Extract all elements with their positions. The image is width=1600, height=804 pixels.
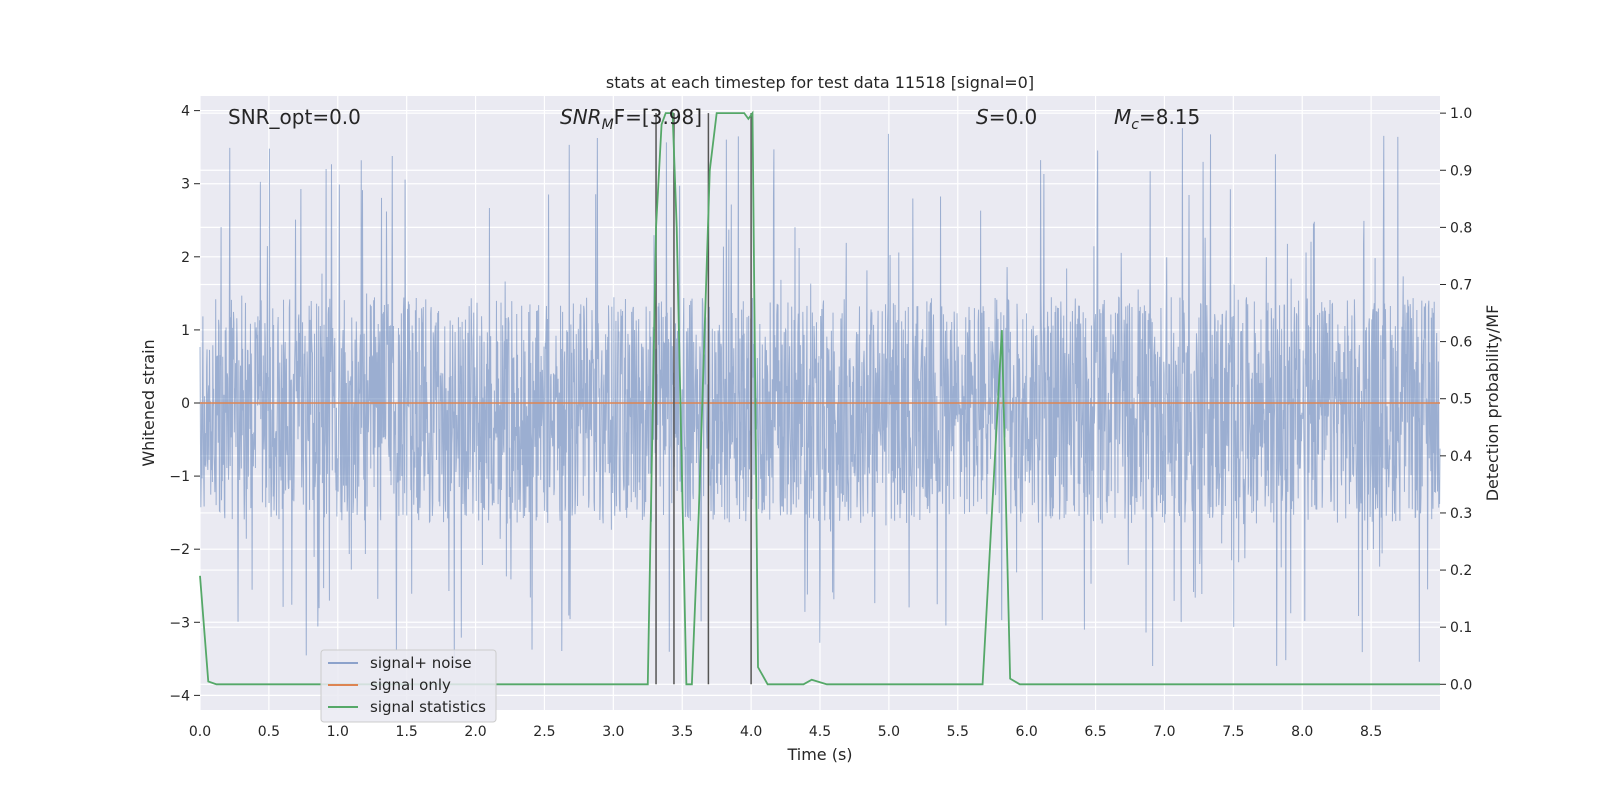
legend-label-signal-noise: signal+ noise (370, 654, 472, 672)
x-tick-label: 7.5 (1222, 724, 1244, 740)
annotation-s: S=0.0 (976, 105, 1037, 129)
y-tick-label-right: 0.7 (1450, 277, 1472, 293)
annotation-s-rest: =0.0 (989, 105, 1038, 129)
x-tick-label: 1.5 (396, 724, 418, 740)
series-line-signal-noise (199, 128, 1441, 667)
legend-label-signal-only: signal only (370, 676, 451, 694)
y-tick-label-right: 0.0 (1450, 677, 1472, 693)
y-tick-label-right: 0.4 (1450, 449, 1472, 465)
annotation-snr-mf: SNRMF=[3.98] (560, 105, 702, 133)
y-tick-label-right: 1.0 (1450, 106, 1472, 122)
x-tick-label: 6.5 (1084, 724, 1106, 740)
y-tick-label-left: −2 (169, 542, 190, 558)
annotation-snr-mf-label: SNR (560, 105, 602, 129)
chart-title: stats at each timestep for test data 115… (606, 73, 1034, 92)
x-axis-label: Time (s) (786, 745, 852, 764)
y-axis-left-label: Whitened strain (139, 339, 158, 466)
y-tick-label-left: 2 (181, 250, 190, 266)
y-axis-left-ticks: −4 −3 −2 −1 0 1 2 3 4 (169, 104, 200, 704)
annotation-mc-sub: c (1131, 117, 1139, 133)
series-line-signal-statistics (199, 110, 1440, 686)
y-tick-label-left: −3 (169, 615, 190, 631)
x-axis-ticks: 0.0 0.5 1.0 1.5 2.0 2.5 3.0 3.5 4.0 4.5 5.0 5.5 6.0 6… (189, 724, 1382, 740)
x-tick-label: 2.0 (464, 724, 486, 740)
y-tick-label-right: 0.9 (1450, 163, 1472, 179)
annotation-snr-mf-rest: F=[3.98] (614, 105, 702, 129)
y-tick-label-right: 0.3 (1450, 506, 1472, 522)
x-tick-label: 5.0 (878, 724, 900, 740)
y-tick-label-left: 1 (181, 323, 190, 339)
annotation-snr-mf-sub: M (602, 117, 614, 133)
y-tick-label-right: 0.6 (1450, 335, 1472, 351)
y-tick-label-right: 0.2 (1450, 563, 1472, 579)
signal-noise-series (199, 128, 1441, 667)
legend: signal+ noise signal only signal statist… (320, 649, 497, 723)
x-tick-label: 0.0 (189, 724, 211, 740)
annotation-mc-label: M (1114, 105, 1131, 129)
y-tick-label-right: 0.5 (1450, 392, 1472, 408)
legend-label-signal-statistics: signal statistics (370, 698, 486, 716)
annotation-mc: Mc=8.15 (1114, 105, 1200, 133)
y-tick-label-right: 0.8 (1450, 220, 1472, 236)
x-tick-label: 4.5 (809, 724, 831, 740)
y-tick-label-left: 4 (181, 104, 190, 120)
x-tick-label: 8.0 (1291, 724, 1313, 740)
y-tick-label-left: −4 (169, 688, 190, 704)
x-tick-label: 7.0 (1153, 724, 1175, 740)
x-tick-label: 3.0 (602, 724, 624, 740)
y-axis-right-ticks: 0.0 0.1 0.2 0.3 0.4 0.5 0.6 0.7 0.8 0.9 1.0 (1440, 106, 1472, 693)
signal-statistics-series (199, 110, 1440, 686)
y-axis-right-label: Detection probability/MF (1483, 305, 1502, 502)
x-tick-label: 5.5 (947, 724, 969, 740)
y-tick-label-left: 3 (181, 177, 190, 193)
x-tick-label: 0.5 (258, 724, 280, 740)
x-tick-label: 2.5 (533, 724, 555, 740)
y-tick-label-left: 0 (181, 396, 190, 412)
annotation-s-label: S (976, 105, 989, 129)
x-tick-label: 8.5 (1360, 724, 1382, 740)
x-tick-label: 1.0 (327, 724, 349, 740)
annotation-mc-rest: =8.15 (1139, 105, 1200, 129)
x-tick-label: 3.5 (671, 724, 693, 740)
annotation-snr-opt: SNR_opt=0.0 (228, 105, 361, 129)
legend-box (320, 649, 497, 723)
y-tick-label-left: −1 (169, 469, 190, 485)
y-tick-label-right: 0.1 (1450, 620, 1472, 636)
x-tick-label: 4.0 (740, 724, 762, 740)
x-tick-label: 6.0 (1016, 724, 1038, 740)
